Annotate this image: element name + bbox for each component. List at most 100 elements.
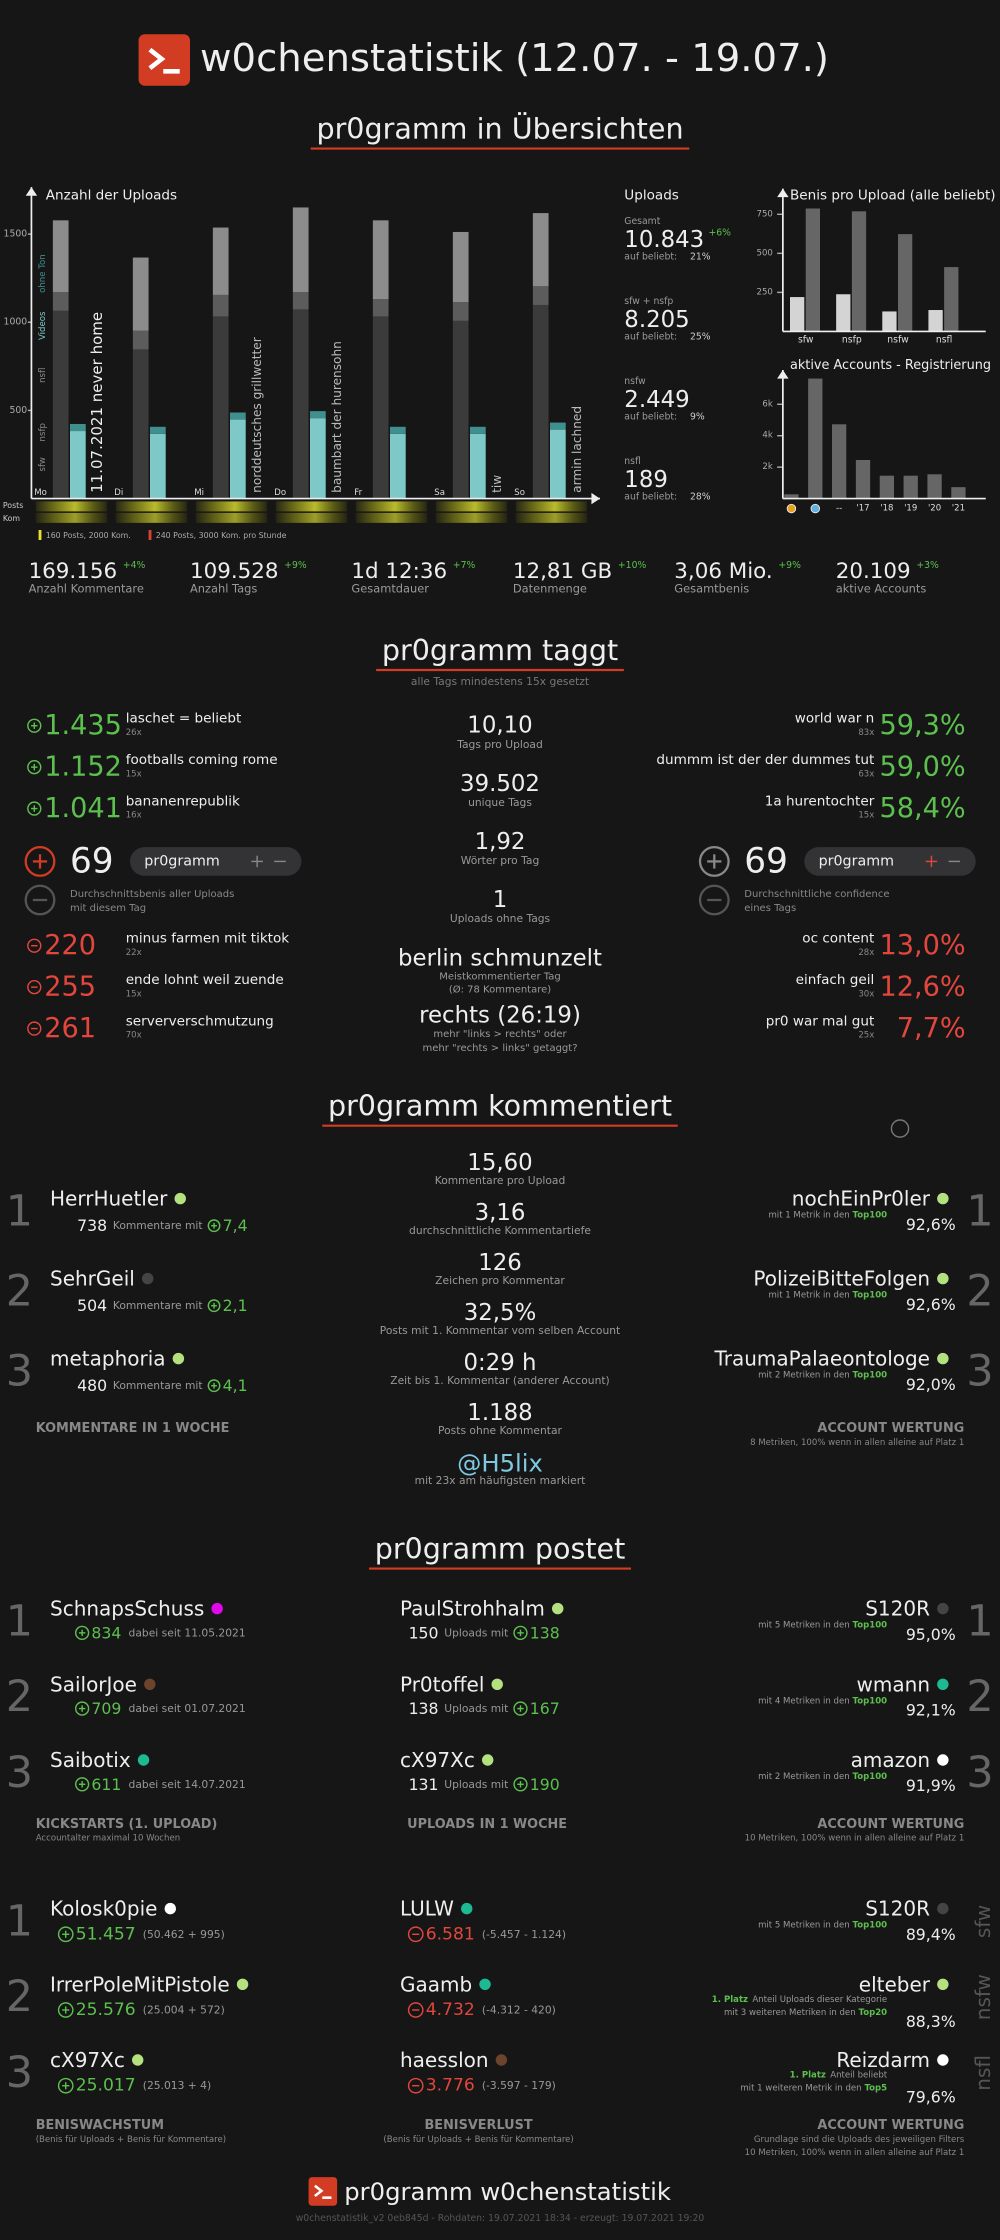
column-note: (Benis für Uploads + Benis für Kommentar… bbox=[383, 2135, 573, 2145]
bar bbox=[805, 208, 820, 332]
label: nochEinPr0ler bbox=[792, 1187, 931, 1211]
footer-title: pr0gramm w0chenstatistik bbox=[344, 2177, 671, 2206]
center-value: 0:29 h bbox=[463, 1350, 536, 1376]
label: 834 bbox=[91, 1623, 121, 1642]
center-label: durchschnittliche Kommentartiefe bbox=[409, 1224, 591, 1237]
label: 709 bbox=[91, 1699, 121, 1718]
center-label: Kommentare pro Upload bbox=[435, 1174, 566, 1187]
label: Saibotix bbox=[50, 1748, 131, 1772]
bar-segment bbox=[292, 292, 309, 310]
label: 167 bbox=[530, 1699, 560, 1718]
plus-icon bbox=[207, 1379, 221, 1393]
change: +7% bbox=[453, 560, 476, 571]
legend-swatch bbox=[38, 530, 42, 540]
label: mit 2 Metriken in den bbox=[758, 1371, 850, 1381]
label: (-5.457 - 1.124) bbox=[482, 1928, 566, 1941]
heat-strip bbox=[515, 501, 588, 512]
stat-value: 3,06 Mio. bbox=[674, 559, 772, 584]
tag-pill[interactable] bbox=[804, 847, 976, 876]
heat-strip bbox=[515, 512, 588, 523]
user-dot bbox=[479, 1978, 491, 1990]
rank: 2 bbox=[6, 1672, 33, 1722]
label: mit 3 weiteren Metriken in den bbox=[724, 2008, 856, 2018]
label: LULW bbox=[400, 1897, 454, 1921]
label: 51.457 bbox=[76, 1924, 136, 1944]
center-label: Uploads ohne Tags bbox=[450, 912, 551, 925]
label: (-4.312 - 420) bbox=[482, 2003, 556, 2016]
bar-segment bbox=[150, 433, 166, 499]
bar-segment bbox=[452, 320, 469, 499]
bar-segment bbox=[372, 316, 389, 499]
label: 1. Platz bbox=[790, 2071, 826, 2081]
rank: 2 bbox=[6, 1266, 33, 1316]
label: auf beliebt: bbox=[624, 492, 677, 503]
axis-arrow bbox=[777, 188, 789, 198]
user-dot bbox=[211, 1602, 223, 1615]
tag-value: 12,6% bbox=[880, 972, 966, 1003]
bar bbox=[897, 234, 913, 332]
bar-segment bbox=[452, 231, 469, 303]
label: dabei seit 01.07.2021 bbox=[129, 1702, 246, 1715]
heat-strip bbox=[195, 512, 268, 523]
label: 138 bbox=[530, 1623, 560, 1642]
label: S120R bbox=[865, 1897, 930, 1921]
stat-value: 109.528 bbox=[190, 559, 279, 584]
bar bbox=[851, 211, 867, 332]
center-value: 10,10 bbox=[467, 713, 532, 739]
center-label: mit 23x am häufigsten markiert bbox=[415, 1474, 586, 1487]
label: wmann bbox=[857, 1672, 930, 1696]
tag-value: 13,0% bbox=[880, 930, 966, 961]
plus-icon bbox=[27, 718, 42, 733]
value: 189 bbox=[624, 467, 668, 493]
center-label: mehr "rechts > links" getaggt? bbox=[422, 1043, 577, 1054]
bar bbox=[855, 459, 871, 499]
column-note: Accountalter maximal 10 Wochen bbox=[36, 1834, 180, 1844]
user-dot bbox=[937, 1192, 949, 1205]
bar-segment bbox=[310, 418, 326, 499]
bar-segment bbox=[52, 292, 69, 311]
subtitle: alle Tags mindestens 15x gesetzt bbox=[411, 675, 589, 688]
rank: 3 bbox=[6, 2048, 33, 2098]
category-icon bbox=[810, 503, 821, 514]
plus-icon bbox=[698, 846, 730, 877]
annotation: armin lachned bbox=[570, 406, 584, 493]
x-tick-label: Di bbox=[114, 488, 123, 498]
value: 10.843 bbox=[624, 227, 704, 253]
label: amazon bbox=[851, 1748, 930, 1772]
label: Gaamb bbox=[400, 1972, 472, 1996]
filter-desc: eines Tags bbox=[744, 903, 796, 914]
plus-icon bbox=[75, 1625, 90, 1640]
label: mit 5 Metriken in den bbox=[758, 1921, 850, 1931]
annotation: norddeutsches grillwetter bbox=[250, 337, 264, 493]
label: 150 bbox=[409, 1623, 439, 1642]
value: 21% bbox=[690, 252, 711, 263]
stat-label: Anzahl Tags bbox=[190, 582, 257, 596]
label: Top100 bbox=[853, 1621, 888, 1631]
rank: 3 bbox=[6, 1748, 33, 1798]
bar-segment bbox=[452, 302, 469, 321]
tag-value: 255 bbox=[44, 972, 96, 1003]
label: Top20 bbox=[859, 2008, 888, 2018]
center-label: Tags pro Upload bbox=[456, 738, 543, 751]
x-tick-label: Mo bbox=[34, 488, 47, 498]
minus-icon bbox=[698, 884, 730, 916]
x-tick-label: -- bbox=[836, 504, 842, 514]
label: metaphoria bbox=[50, 1347, 166, 1371]
x-tick-label: '17 bbox=[856, 504, 869, 514]
axis-arrow bbox=[25, 187, 38, 196]
legend-swatch bbox=[148, 530, 152, 540]
y-tick-label: 1000 bbox=[4, 317, 28, 328]
x-tick-label: nsfw bbox=[887, 335, 909, 346]
plus-icon bbox=[27, 801, 42, 816]
x-tick-label: Sa bbox=[434, 488, 445, 498]
label: Top100 bbox=[853, 1211, 888, 1221]
heat-strip bbox=[115, 512, 188, 523]
tag-pill[interactable] bbox=[130, 847, 302, 876]
bar-segment bbox=[550, 422, 566, 430]
user-dot bbox=[236, 1978, 249, 1990]
axis-arrow bbox=[591, 492, 600, 505]
filter-label: nsfl bbox=[971, 2055, 995, 2091]
tag-count: 25x bbox=[858, 1031, 874, 1041]
bar-segment bbox=[70, 431, 86, 499]
rating-value: 91,9% bbox=[906, 1776, 956, 1795]
